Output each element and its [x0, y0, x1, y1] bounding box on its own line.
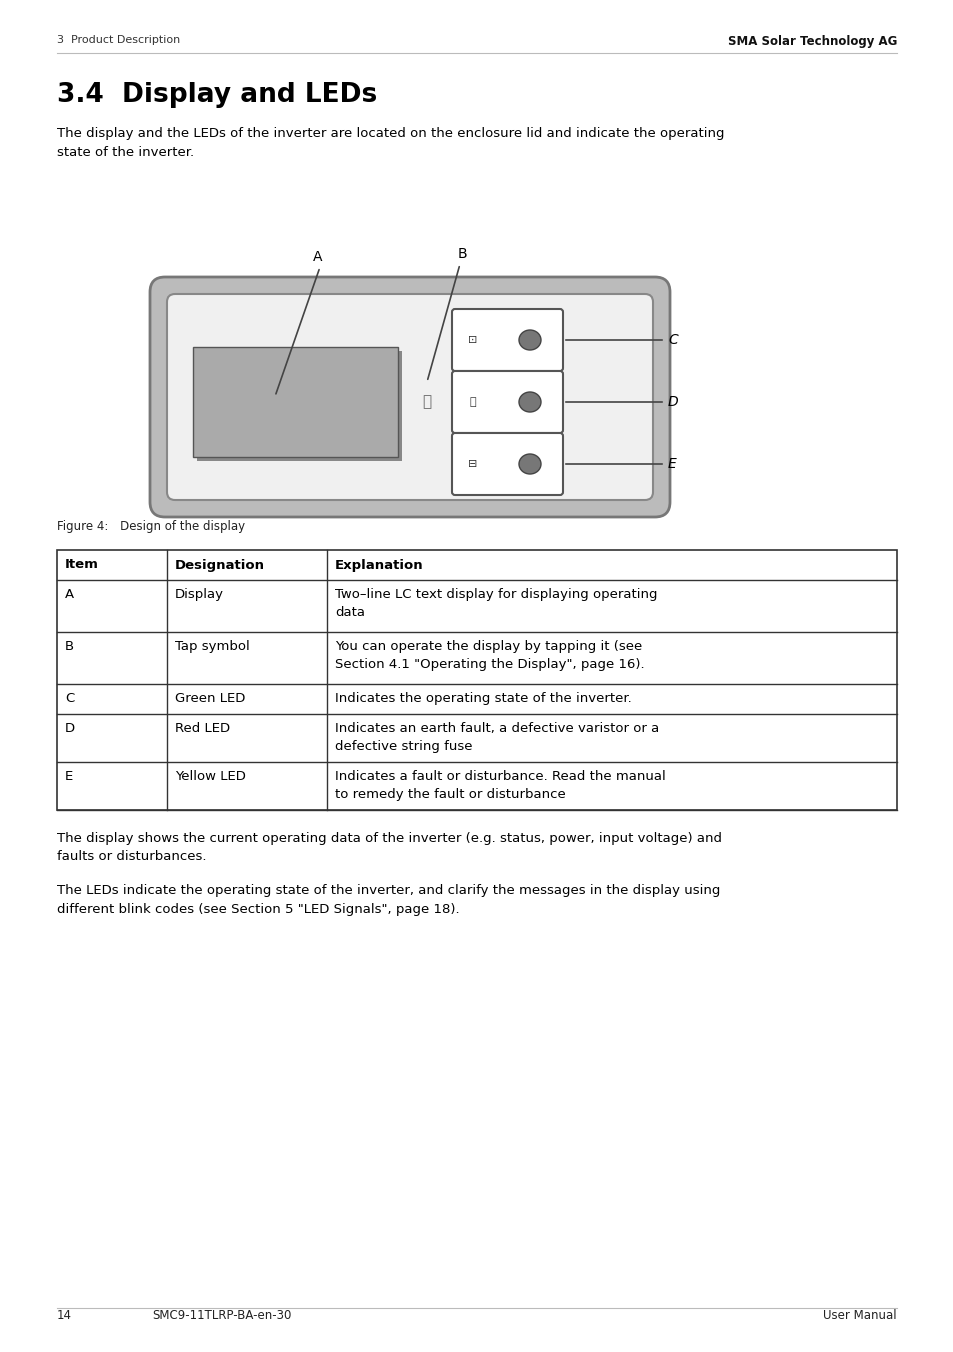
Ellipse shape	[518, 454, 540, 475]
Text: Indicates an earth fault, a defective varistor or a
defective string fuse: Indicates an earth fault, a defective va…	[335, 722, 659, 753]
Text: SMA Solar Technology AG: SMA Solar Technology AG	[727, 35, 896, 49]
Text: Two–line LC text display for displaying operating
data: Two–line LC text display for displaying …	[335, 588, 657, 619]
FancyBboxPatch shape	[452, 370, 562, 433]
Text: ⏚: ⏚	[469, 397, 476, 407]
Text: User Manual: User Manual	[822, 1309, 896, 1322]
Bar	[196, 352, 401, 461]
Text: ⊟: ⊟	[468, 458, 477, 469]
Text: D: D	[65, 722, 75, 735]
Text: Indicates the operating state of the inverter.: Indicates the operating state of the inv…	[335, 692, 631, 704]
Text: Red LED: Red LED	[174, 722, 230, 735]
FancyBboxPatch shape	[452, 310, 562, 370]
Ellipse shape	[518, 392, 540, 412]
Text: SMC9-11TLRP-BA-en-30: SMC9-11TLRP-BA-en-30	[152, 1309, 291, 1322]
Text: E: E	[65, 771, 73, 783]
Text: C: C	[65, 692, 74, 704]
Text: ⊡: ⊡	[468, 335, 477, 345]
Text: Figure 4: Design of the display: Figure 4: Design of the display	[57, 521, 245, 533]
Text: Item: Item	[65, 558, 99, 572]
Text: 14: 14	[57, 1309, 71, 1322]
Text: Green LED: Green LED	[174, 692, 245, 704]
Text: A: A	[65, 588, 74, 602]
Text: Display: Display	[174, 588, 224, 602]
Text: You can operate the display by tapping it (see
Section 4.1 "Operating the Displa: You can operate the display by tapping i…	[335, 639, 644, 671]
Text: Yellow LED: Yellow LED	[174, 771, 246, 783]
Text: E: E	[667, 457, 676, 470]
FancyBboxPatch shape	[150, 277, 669, 516]
Text: The LEDs indicate the operating state of the inverter, and clarify the messages : The LEDs indicate the operating state of…	[57, 884, 720, 915]
Text: A: A	[313, 250, 322, 264]
Text: 3  Product Description: 3 Product Description	[57, 35, 180, 45]
Bar	[57, 550, 896, 810]
Bar	[193, 347, 397, 457]
Text: Explanation: Explanation	[335, 558, 423, 572]
Text: C: C	[667, 333, 677, 347]
Text: Tap symbol: Tap symbol	[174, 639, 250, 653]
Text: Indicates a fault or disturbance. Read the manual
to remedy the fault or disturb: Indicates a fault or disturbance. Read t…	[335, 771, 665, 800]
Text: The display shows the current operating data of the inverter (e.g. status, power: The display shows the current operating …	[57, 831, 721, 864]
Text: ✋: ✋	[422, 395, 431, 410]
Text: 3.4  Display and LEDs: 3.4 Display and LEDs	[57, 82, 376, 108]
Text: B: B	[65, 639, 74, 653]
FancyBboxPatch shape	[452, 433, 562, 495]
Text: B: B	[456, 247, 466, 261]
Ellipse shape	[518, 330, 540, 350]
Text: The display and the LEDs of the inverter are located on the enclosure lid and in: The display and the LEDs of the inverter…	[57, 127, 723, 158]
Text: D: D	[667, 395, 678, 410]
Text: Designation: Designation	[174, 558, 265, 572]
FancyBboxPatch shape	[167, 293, 652, 500]
